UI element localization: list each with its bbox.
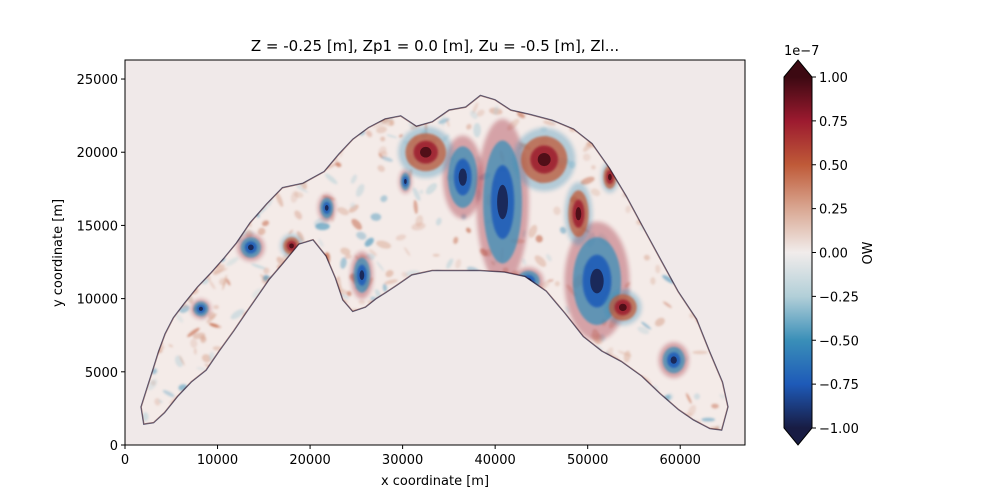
eddy-negative — [350, 251, 374, 299]
x-tick-label: 40000 — [474, 453, 515, 468]
eddy-positive — [512, 127, 576, 192]
x-axis: 0 10000 20000 30000 40000 50000 60000 — [121, 445, 701, 468]
x-tick-label: 60000 — [660, 453, 701, 468]
chart-title: Z = -0.25 [m], Zp1 = 0.0 [m], Zu = -0.5 … — [251, 37, 619, 55]
colorbar-label: OW — [861, 241, 876, 264]
y-tick-label: 25000 — [77, 73, 118, 88]
eddy-negative — [317, 194, 336, 222]
colorbar-extend-max — [784, 60, 812, 77]
y-tick-label: 15000 — [77, 219, 118, 234]
x-tick-label: 10000 — [197, 453, 238, 468]
lake-domain — [140, 95, 729, 431]
y-tick-label: 10000 — [77, 293, 118, 308]
y-tick-label: 5000 — [85, 366, 118, 381]
y-tick-label: 20000 — [77, 146, 118, 161]
x-tick-label: 20000 — [289, 453, 330, 468]
x-tick-label: 0 — [121, 453, 129, 468]
colorbar-tick-label: 1.00 — [819, 71, 848, 86]
eddy-positive — [564, 182, 593, 246]
plot-area — [124, 59, 746, 446]
plot-frame — [124, 59, 746, 446]
y-axis-label: y coordinate [m] — [51, 199, 66, 307]
colorbar: 1.00 0.75 0.50 0.25 0.00 −0.25 −0.50 −0.75 −1.00… — [783, 44, 876, 446]
shoreline-outline — [140, 94, 729, 431]
colorbar-tick-label: 0.50 — [819, 159, 848, 174]
colorbar-tick-label: −0.50 — [819, 334, 859, 349]
colorbar-tick-label: 0.25 — [819, 203, 848, 218]
colorbar-tick-label: −0.25 — [819, 290, 859, 305]
colorbar-tick-label: 0.75 — [819, 115, 848, 130]
colorbar-tick-label: 0.00 — [819, 247, 848, 262]
eddy-negative — [237, 233, 265, 262]
eddy-negative — [190, 298, 211, 319]
eddy-positive — [604, 289, 642, 326]
colorbar-gradient — [784, 77, 812, 428]
colorbar-tick-label: −0.75 — [819, 378, 859, 393]
y-tick-label: 0 — [110, 439, 118, 454]
x-axis-label: x coordinate [m] — [381, 474, 489, 489]
colorbar-extend-min — [784, 428, 812, 445]
eddy-negative — [658, 342, 689, 378]
colorbar-scale-label: 1e−7 — [784, 44, 819, 59]
eddy-positive — [398, 126, 454, 178]
eddy-features — [190, 118, 689, 378]
eddy-negative — [399, 169, 412, 194]
y-axis: 0 5000 10000 15000 20000 25000 — [77, 73, 125, 454]
x-tick-label: 30000 — [382, 453, 423, 468]
x-tick-label: 50000 — [567, 453, 608, 468]
colorbar-tick-label: −1.00 — [819, 422, 859, 437]
